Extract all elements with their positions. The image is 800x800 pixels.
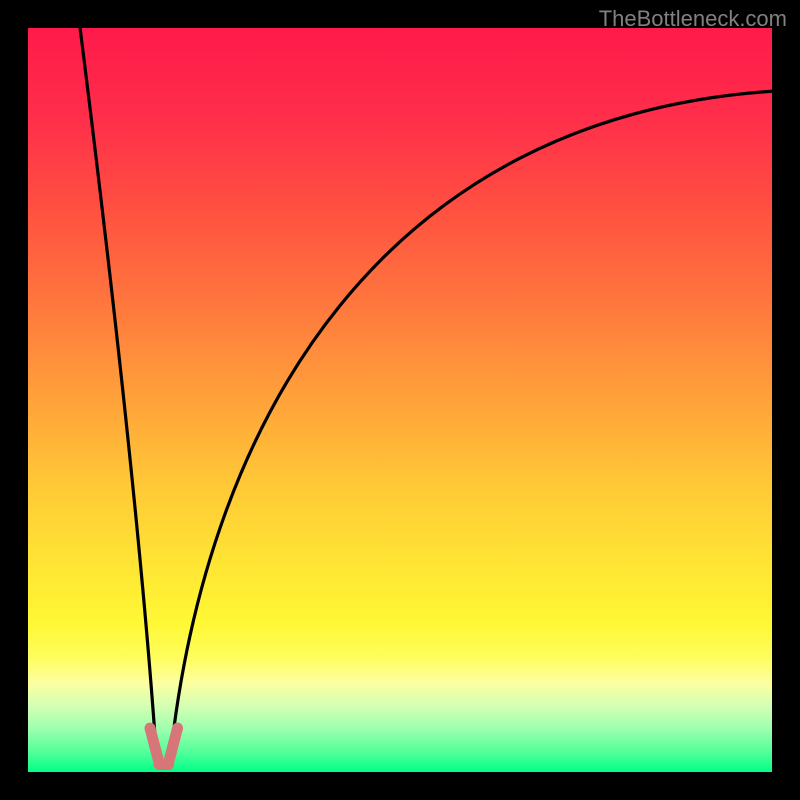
chart-frame: TheBottleneck.com — [0, 0, 800, 800]
watermark-text: TheBottleneck.com — [599, 6, 787, 32]
gradient-background — [28, 28, 772, 772]
gradient-plot — [28, 28, 772, 772]
